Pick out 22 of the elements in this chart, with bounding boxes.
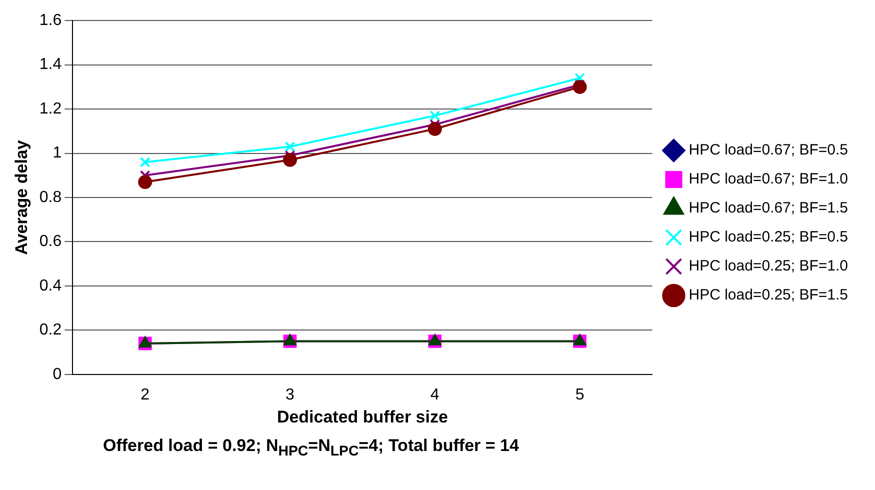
y-tick-label: 1.2 bbox=[39, 100, 62, 118]
y-axis-title: Average delay bbox=[12, 140, 31, 255]
legend-label: HPC load=0.25; BF=0.5 bbox=[688, 228, 848, 246]
x-tick-label: 3 bbox=[286, 386, 295, 404]
legend-label: HPC load=0.25; BF=1.5 bbox=[688, 286, 848, 304]
x-tick-label: 5 bbox=[575, 386, 584, 404]
y-tick-label: 0.2 bbox=[39, 322, 62, 339]
x-axis-title: Dedicated buffer size bbox=[276, 407, 448, 426]
y-tick-label: 0 bbox=[52, 366, 62, 383]
legend-label: HPC load=0.67; BF=1.5 bbox=[688, 200, 848, 217]
legend-label: HPC load=0.67; BF=0.5 bbox=[688, 142, 848, 159]
y-tick-label: 0.6 bbox=[39, 233, 62, 250]
y-tick-label: 1 bbox=[52, 144, 62, 162]
x-tick-label: 2 bbox=[140, 386, 150, 404]
y-tick-label: 0.4 bbox=[39, 277, 62, 294]
legend-label: HPC load=0.67; BF=1.0 bbox=[688, 170, 848, 188]
y-tick-label: 1.6 bbox=[39, 12, 62, 30]
x-tick-label: 4 bbox=[430, 386, 440, 404]
legend-label: HPC load=0.25; BF=1.0 bbox=[688, 258, 848, 275]
y-tick-label: 1.4 bbox=[39, 56, 62, 74]
text: Offered load = 0.92; N$_{HPC}$=N$_{LPC}$=4; Total buffer = 14 bbox=[103, 436, 520, 460]
y-tick-label: 0.8 bbox=[39, 188, 62, 206]
